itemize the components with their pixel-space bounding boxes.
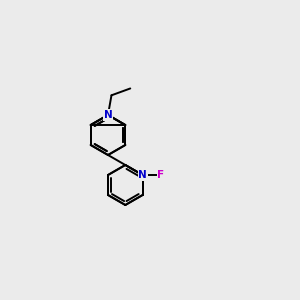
Text: N: N [138,170,147,180]
Text: N: N [103,110,112,120]
Text: F: F [157,170,164,180]
